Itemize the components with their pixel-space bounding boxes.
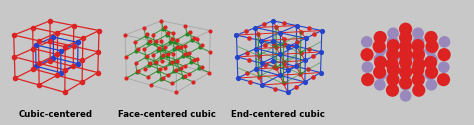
- Text: Face-centered cubic: Face-centered cubic: [118, 110, 216, 119]
- Text: End-centered cubic: End-centered cubic: [231, 110, 325, 119]
- Text: Cubic-centered: Cubic-centered: [19, 110, 93, 119]
